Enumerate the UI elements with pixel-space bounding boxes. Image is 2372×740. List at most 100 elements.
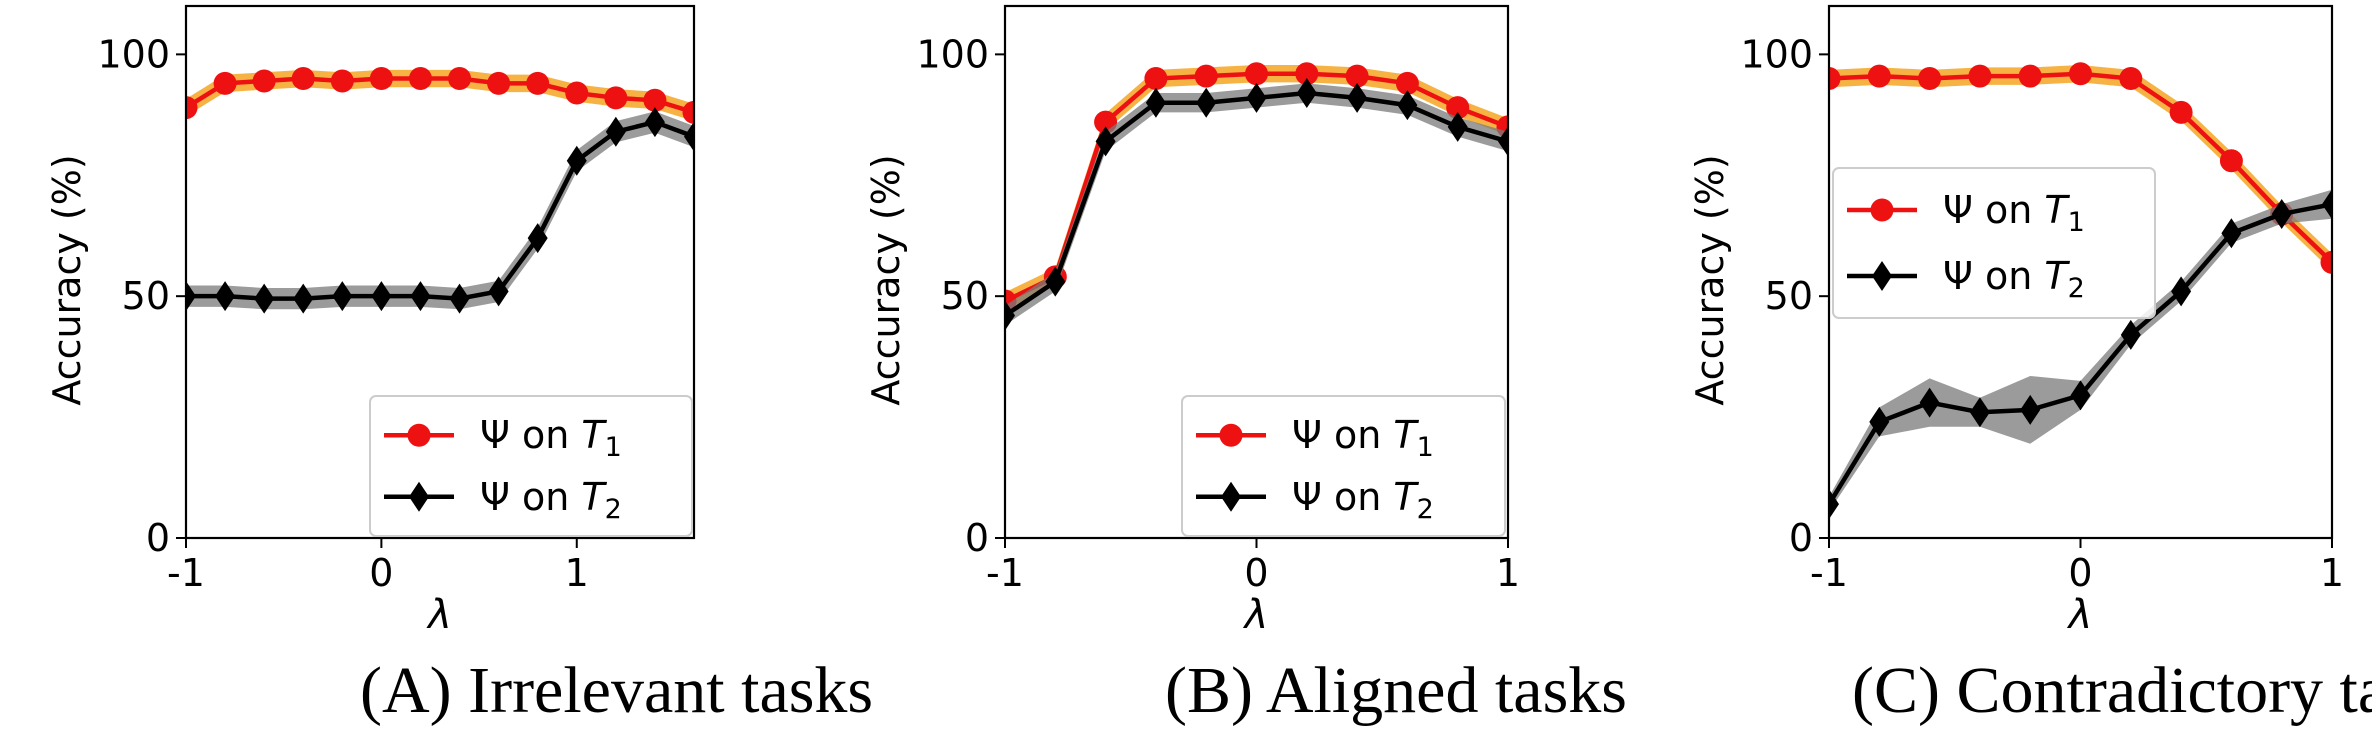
data-point [605, 116, 626, 147]
y-tick-label: 100 [916, 32, 989, 76]
data-point [1869, 406, 1890, 437]
legend-box [1181, 395, 1506, 537]
data-point [2018, 64, 2042, 88]
legend-label: Ψ on T2 [1292, 475, 1434, 525]
legend: Ψ on T1 Ψ on T2 [1181, 395, 1506, 537]
series-line [186, 119, 694, 301]
y-axis-label: Accuracy (%) [1688, 154, 1732, 405]
data-point [566, 145, 587, 176]
legend-label: Ψ on T2 [480, 475, 622, 525]
data-point [215, 281, 236, 312]
series-t2 [1005, 78, 1508, 331]
y-tick-label: 0 [146, 516, 170, 560]
y-tick-label: 0 [1789, 516, 1813, 560]
series-t1 [186, 67, 694, 124]
legend-label: Ψ on T1 [1943, 188, 2085, 238]
x-tick-label: -1 [986, 551, 1024, 595]
data-point [1397, 90, 1418, 121]
legend-marker [1870, 198, 1894, 222]
x-tick-label: 0 [1244, 551, 1268, 595]
data-point [2320, 250, 2332, 274]
data-point [1145, 87, 1166, 118]
data-point [1829, 489, 1839, 520]
x-tick-label: 1 [565, 551, 589, 595]
data-point [1347, 82, 1368, 113]
y-tick-label: 100 [1740, 32, 1813, 76]
data-point [1446, 96, 1470, 120]
data-point [254, 283, 275, 314]
data-point [2221, 218, 2242, 249]
data-point [2171, 276, 2192, 307]
y-tick-label: 50 [122, 274, 170, 318]
legend: Ψ on T1 Ψ on T2 [1832, 167, 2156, 319]
panel-caption: (B) Aligned tasks [1165, 654, 1627, 727]
confidence-band [186, 111, 694, 310]
series-t2 [1829, 189, 2332, 520]
data-point [2069, 62, 2092, 86]
data-point [2169, 100, 2193, 124]
data-point [1194, 64, 1218, 88]
panel-caption: (A) Irrelevant tasks [360, 654, 873, 727]
data-point [213, 71, 237, 95]
data-point [2322, 189, 2332, 220]
data-point [1969, 397, 1990, 428]
data-point [1345, 64, 1369, 88]
data-point [408, 67, 432, 91]
y-tick-label: 50 [1765, 274, 1813, 318]
data-point [1918, 67, 1942, 91]
legend: Ψ on T1 Ψ on T2 [369, 395, 693, 537]
y-tick-label: 0 [965, 516, 989, 560]
data-point [448, 67, 472, 91]
x-tick-label: 0 [2068, 551, 2092, 595]
y-axis-label: Accuracy (%) [864, 154, 908, 405]
y-tick-label: 100 [97, 32, 170, 76]
x-tick-label: 0 [369, 551, 393, 595]
data-point [1498, 126, 1508, 157]
legend-box [369, 395, 693, 537]
data-point [527, 223, 548, 254]
x-tick-label: -1 [167, 551, 205, 595]
x-axis-label: λ [426, 592, 452, 638]
data-point [604, 86, 628, 110]
data-point [371, 281, 392, 312]
x-tick-label: 1 [1496, 551, 1520, 595]
legend-marker [1219, 423, 1243, 447]
data-point [2119, 67, 2143, 91]
legend-marker [1872, 261, 1892, 291]
data-point [1144, 67, 1168, 91]
data-point [1867, 64, 1891, 88]
data-point [643, 88, 667, 112]
legend-marker [1221, 481, 1241, 512]
data-point [1245, 62, 1268, 86]
legend-label: Ψ on T2 [1943, 254, 2085, 304]
legend-marker [407, 423, 431, 447]
data-point [186, 96, 198, 120]
legend-box [1832, 167, 2156, 319]
data-point [1295, 62, 1319, 86]
data-point [644, 107, 665, 138]
x-tick-label: 1 [2320, 551, 2344, 595]
data-point [1095, 126, 1116, 157]
data-point [487, 71, 511, 95]
confidence-band [1005, 83, 1508, 326]
data-point [252, 69, 276, 93]
series-t2 [186, 107, 694, 314]
legend-label: Ψ on T1 [1292, 413, 1434, 463]
data-point [2271, 198, 2292, 229]
data-point [1968, 64, 1992, 88]
data-point [1919, 387, 1940, 418]
data-point [449, 283, 470, 314]
data-point [682, 100, 694, 124]
data-point [410, 281, 431, 312]
data-point [330, 69, 354, 93]
y-axis-label: Accuracy (%) [45, 154, 89, 405]
data-point [2020, 394, 2041, 425]
data-point [684, 121, 694, 152]
data-point [1395, 71, 1419, 95]
data-point [2219, 149, 2243, 173]
data-point [291, 67, 315, 91]
